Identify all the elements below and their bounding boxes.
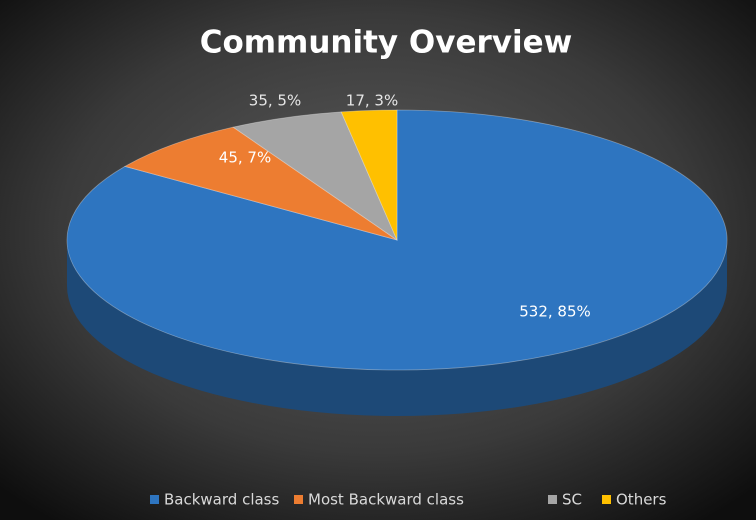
pie-slice: [232, 111, 398, 242]
chart-title: Community Overview: [200, 25, 573, 61]
pie-slice: [123, 126, 398, 241]
legend-label: SC: [562, 491, 582, 509]
pie-slice-side: [67, 240, 727, 416]
legend-swatch: [294, 495, 303, 504]
legend-label: Most Backward class: [308, 491, 464, 509]
legend-label: Others: [616, 491, 667, 509]
legend-swatch: [150, 495, 159, 504]
data-label: 17, 3%: [346, 92, 398, 110]
data-label: 35, 5%: [249, 92, 301, 110]
legend-swatch: [548, 495, 557, 504]
legend-swatch: [602, 495, 611, 504]
legend-label: Backward class: [164, 491, 279, 509]
pie-slice: [66, 109, 728, 371]
data-label: 532, 85%: [519, 303, 591, 321]
data-label: 45, 7%: [219, 149, 271, 167]
legend: Backward class Most Backward class SC Other…: [150, 491, 667, 509]
pie-slice: [340, 109, 398, 241]
